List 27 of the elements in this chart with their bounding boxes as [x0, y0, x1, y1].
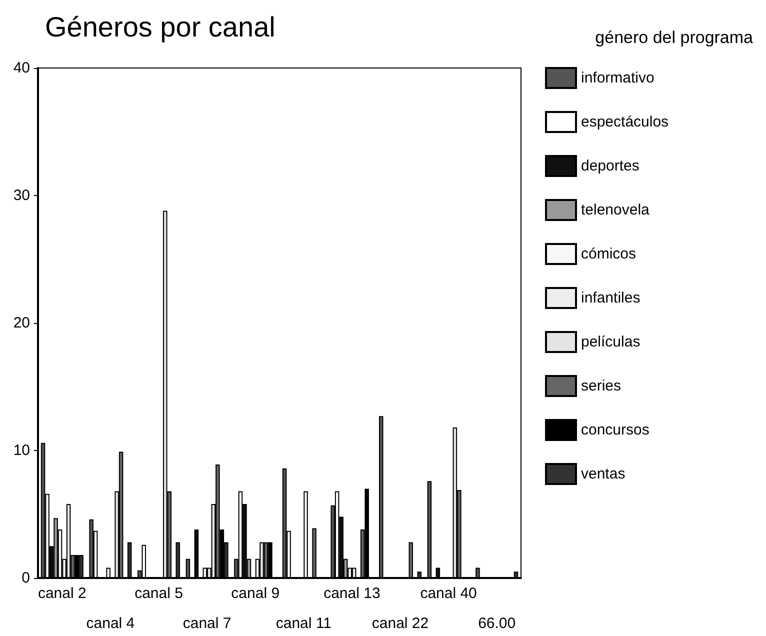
x-tick-label: canal 7 — [182, 615, 232, 632]
legend-label: infantiles — [581, 290, 640, 306]
legend-label: informativo — [581, 70, 654, 86]
legend-label: telenovela — [581, 202, 650, 218]
x-tick-label: canal 22 — [372, 615, 429, 632]
legend-label: deportes — [581, 158, 640, 174]
legend-label: series — [581, 378, 622, 394]
y-tick-label: 40 — [13, 60, 30, 76]
x-tick-label: canal 13 — [324, 585, 380, 602]
legend-label: concursos — [581, 422, 650, 438]
y-tick-label: 30 — [13, 187, 30, 204]
x-tick-label: canal 11 — [276, 615, 332, 632]
x-tick-label: canal 5 — [134, 585, 183, 602]
y-tick-label: 10 — [13, 442, 30, 459]
legend-label: ventas — [581, 466, 626, 482]
x-tick-label: canal 9 — [231, 585, 280, 602]
y-tick-label: 0 — [22, 570, 30, 586]
legend-label: cómicos — [581, 246, 636, 262]
x-tick-label: canal 2 — [38, 585, 86, 602]
legend-label: películas — [581, 334, 640, 350]
legend-label: espectáculos — [581, 114, 669, 130]
x-tick-label: canal 40 — [420, 585, 477, 602]
y-tick-label: 20 — [13, 314, 30, 332]
x-tick-label: 66.00 — [478, 615, 516, 632]
chart-title: Géneros por canal — [45, 12, 276, 42]
x-tick-label: canal 4 — [86, 615, 135, 632]
legend-title: género del programa — [595, 28, 754, 47]
